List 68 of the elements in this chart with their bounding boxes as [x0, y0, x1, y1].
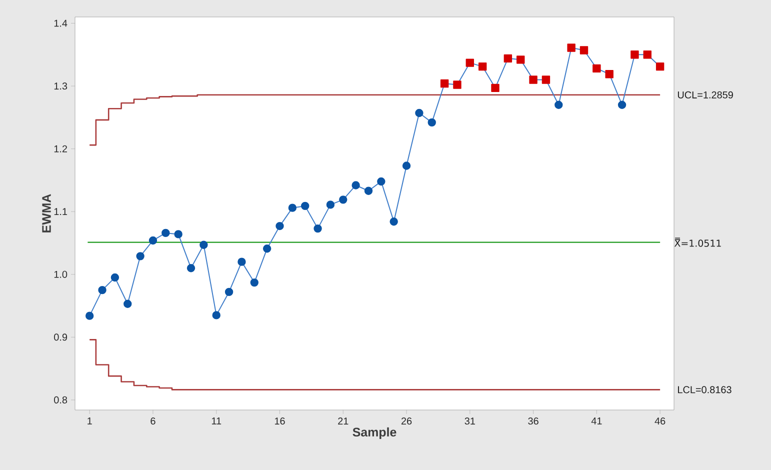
point	[352, 181, 360, 190]
point	[390, 218, 398, 226]
point	[288, 204, 297, 212]
series-label: LCL=0.8163	[678, 386, 732, 394]
y-tick-label: 0.9	[54, 334, 68, 341]
point	[377, 177, 386, 186]
x-tick-label: 11	[212, 418, 222, 424]
point	[415, 108, 424, 118]
point	[124, 300, 132, 308]
series-label: UCL=1.2859	[678, 91, 733, 98]
point	[656, 62, 664, 71]
x-tick-label: 26	[401, 418, 412, 425]
point	[618, 100, 626, 109]
point	[238, 258, 246, 266]
point	[148, 236, 158, 245]
point	[250, 278, 258, 287]
point	[542, 76, 550, 84]
y-tick-label: 1.2	[54, 145, 67, 152]
point	[314, 224, 322, 233]
point	[136, 252, 144, 260]
point	[98, 286, 106, 294]
point	[516, 56, 525, 64]
point	[478, 62, 487, 71]
point	[567, 44, 576, 52]
point	[428, 118, 436, 127]
x-tick-label: 1	[88, 418, 92, 424]
x-tick-label: 41	[591, 418, 602, 424]
point	[162, 228, 170, 238]
ref-line-label: X̿=1.0511	[674, 238, 721, 247]
point	[605, 70, 614, 78]
point	[491, 84, 500, 92]
x-tick-label: 36	[528, 418, 538, 425]
point	[224, 288, 234, 296]
y-tick-label: 0.8	[54, 396, 68, 404]
x-tick-label: 46	[654, 418, 666, 425]
x-tick-label: 6	[150, 418, 156, 425]
x-tick-label: 21	[338, 418, 348, 424]
point	[592, 64, 601, 73]
point	[276, 222, 284, 230]
point	[186, 264, 196, 272]
x-axis-title: Sample	[352, 427, 396, 439]
y-axis-title: EWMA	[42, 194, 51, 232]
point	[554, 100, 563, 109]
point	[466, 58, 474, 67]
point	[110, 273, 120, 282]
point	[200, 240, 208, 249]
point	[643, 50, 652, 59]
point	[301, 202, 310, 210]
point	[326, 200, 335, 209]
y-tick-label: 1.0	[54, 270, 68, 278]
x-tick-label: 31	[464, 418, 475, 425]
y-tick-label: 1.3	[54, 82, 68, 90]
point	[580, 46, 588, 54]
y-tick-label: 1.1	[54, 208, 68, 216]
point	[262, 244, 272, 253]
x-tick-label: 16	[274, 418, 285, 425]
point	[174, 230, 182, 238]
point	[504, 54, 512, 63]
point	[529, 76, 538, 84]
point	[85, 312, 94, 320]
point	[364, 186, 373, 195]
point	[453, 80, 462, 89]
point	[212, 311, 220, 320]
point	[402, 162, 411, 170]
point	[630, 50, 639, 59]
y-tick-label: 1.4	[54, 20, 68, 27]
point	[339, 196, 348, 204]
point	[440, 79, 449, 88]
